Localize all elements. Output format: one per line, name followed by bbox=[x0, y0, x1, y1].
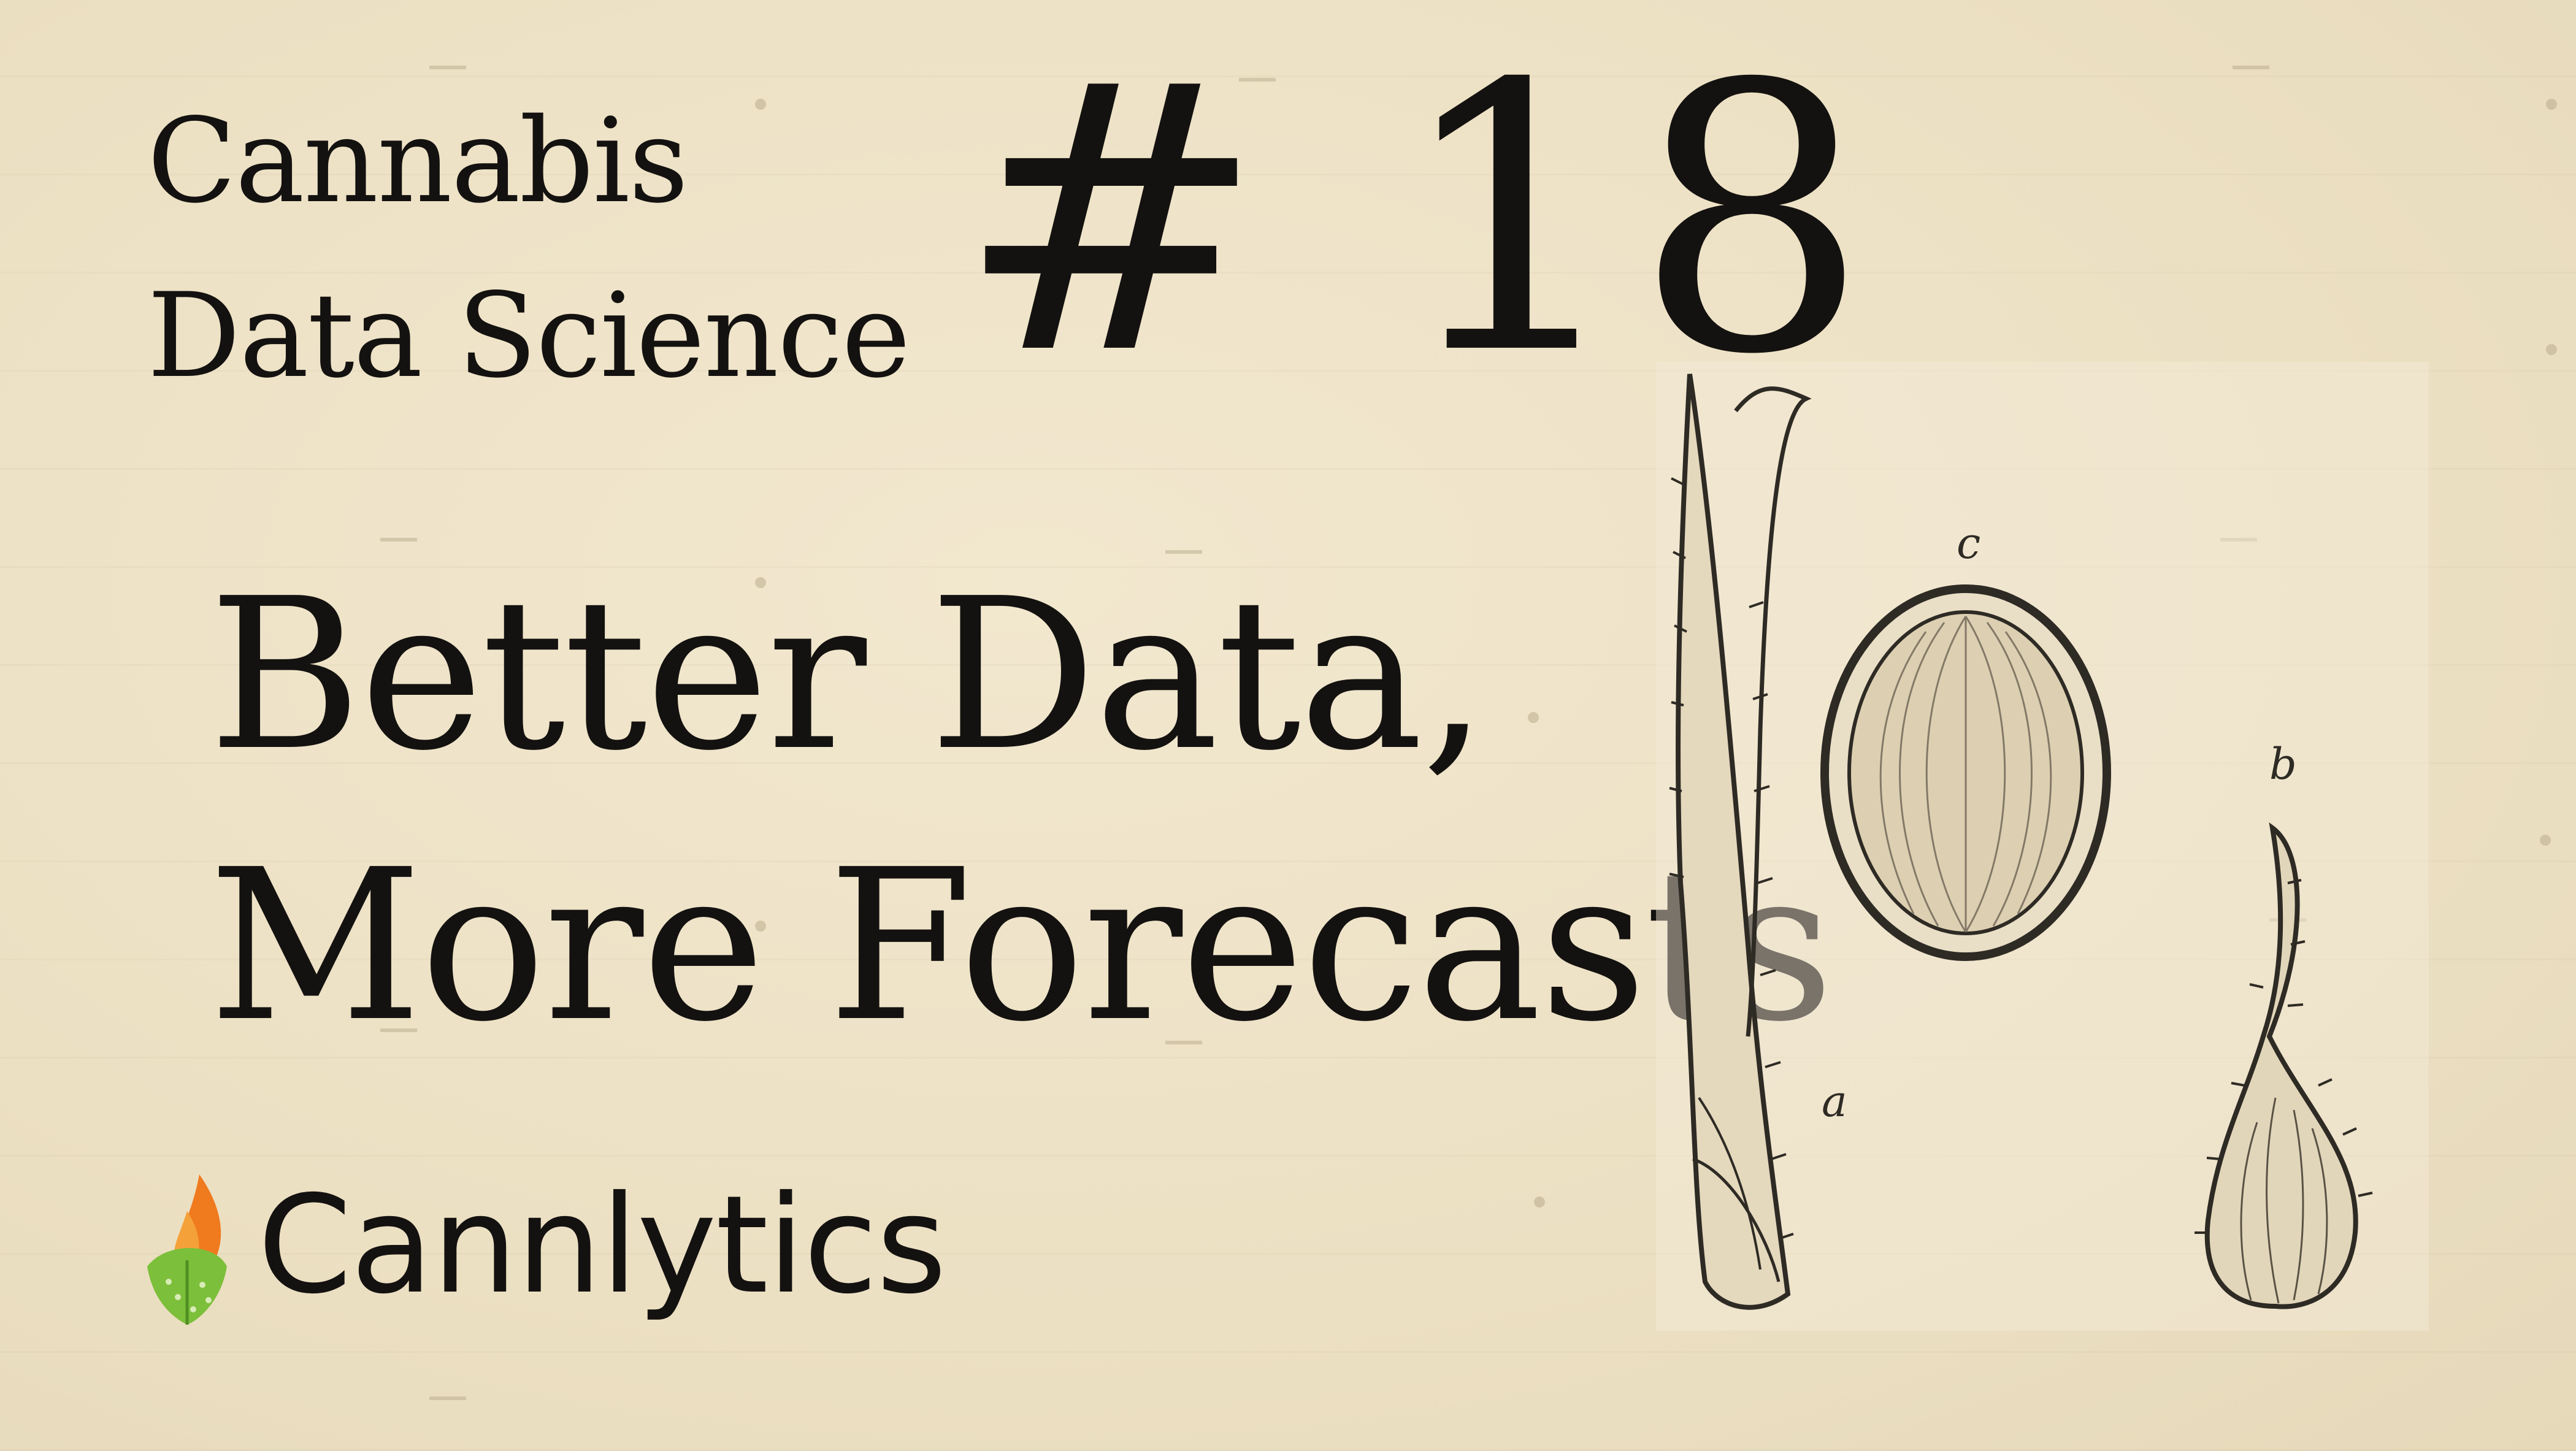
headline-line-2: More Forecasts bbox=[209, 825, 1834, 1068]
flame-leaf-icon bbox=[147, 1174, 227, 1325]
brand-name: Cannlytics bbox=[258, 1166, 947, 1323]
label-c: c bbox=[1957, 518, 1980, 569]
cannabis-seed-engraving-icon: a c b bbox=[1656, 362, 2429, 1331]
label-b: b bbox=[2269, 739, 2297, 789]
brand-logo: Cannlytics bbox=[141, 1168, 947, 1330]
headline-line-1: Better Data, bbox=[209, 554, 1488, 797]
episode-headline: Better Data, More Forecasts bbox=[209, 540, 1834, 1082]
young-bract-drawing bbox=[2195, 822, 2373, 1309]
series-title: Cannabis Data Science bbox=[147, 74, 911, 423]
episode-number: # 18 bbox=[957, 6, 1875, 435]
seed-drawing bbox=[1820, 584, 2111, 961]
series-title-line-2: Data Science bbox=[147, 268, 911, 404]
series-title-line-1: Cannabis bbox=[147, 93, 689, 229]
bract-drawing bbox=[1669, 373, 1812, 1310]
label-a: a bbox=[1822, 1076, 1847, 1127]
